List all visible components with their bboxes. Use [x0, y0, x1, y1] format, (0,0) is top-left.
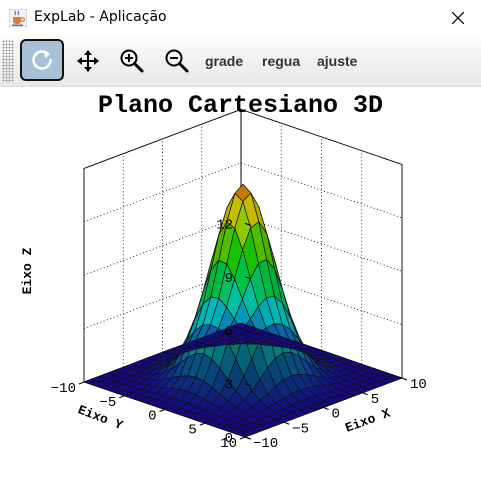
move-arrows-icon — [77, 50, 99, 72]
zoom-in-button[interactable] — [117, 38, 147, 84]
window-title: ExpLab - Aplicação — [34, 9, 167, 25]
close-button[interactable] — [435, 0, 481, 36]
zoom-out-icon — [165, 49, 189, 73]
pan-button[interactable] — [74, 38, 102, 84]
ajuste-button[interactable]: ajuste — [317, 53, 358, 69]
rotate-icon — [32, 50, 52, 70]
chart-title: Plano Cartesiano 3D — [97, 91, 384, 120]
title-bar: ExpLab - Aplicação — [0, 0, 481, 36]
rotate-button[interactable] — [20, 39, 64, 81]
toolbar: grade regua ajuste — [0, 36, 481, 87]
regua-button[interactable]: regua — [262, 53, 301, 69]
zoom-out-button[interactable] — [162, 38, 192, 84]
grade-button[interactable]: grade — [205, 53, 244, 69]
toolbar-grip[interactable] — [2, 40, 14, 82]
zoom-in-icon — [120, 49, 144, 73]
plot-canvas[interactable] — [0, 87, 481, 488]
java-cup-icon — [9, 9, 27, 27]
close-icon — [452, 12, 464, 24]
